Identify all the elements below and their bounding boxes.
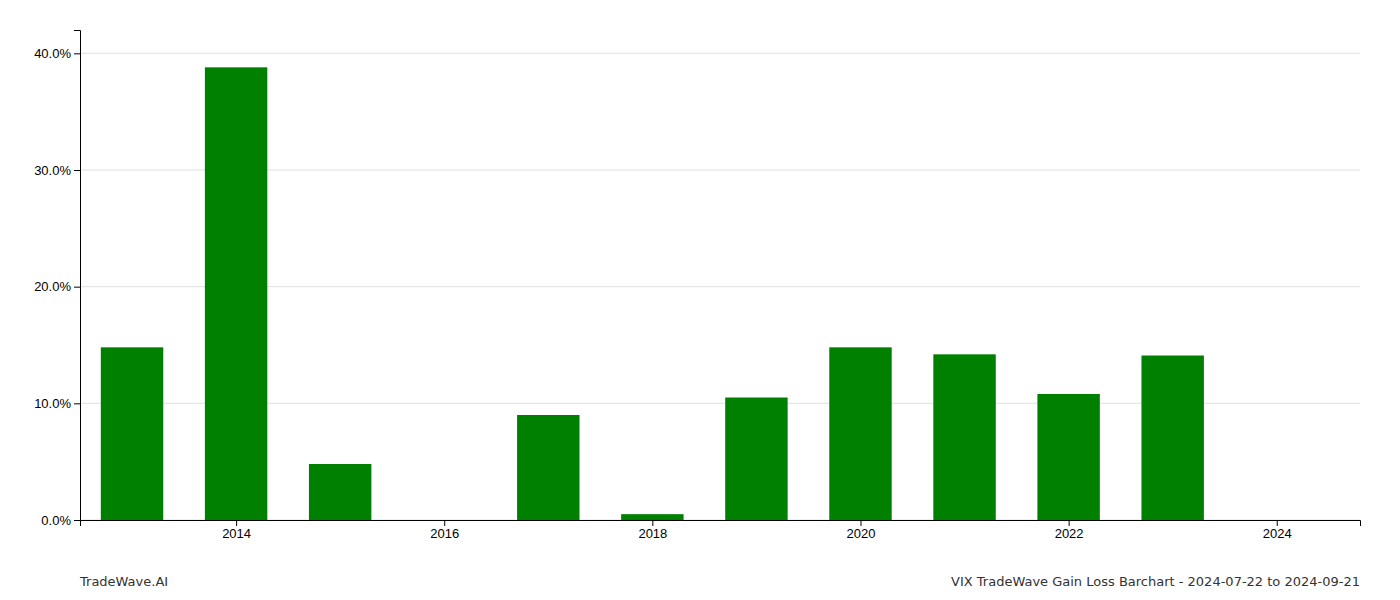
bar [413, 520, 475, 521]
plot: 2014 2016 2018 2020 2022 2024 0.0% 10.0% 20.0% 30… [34, 31, 1360, 542]
x-tick: 2024 [1263, 520, 1292, 541]
y-tick: 0.0% [41, 513, 80, 528]
y-tick-mark [74, 53, 80, 54]
x-tick-mark [236, 520, 237, 526]
y-tick: 20.0% [34, 279, 80, 294]
x-tick-label: 2018 [638, 526, 667, 541]
x-tick-mark [1069, 520, 1070, 526]
y-tick-label: 30.0% [34, 163, 71, 178]
x-axis-line [81, 521, 1361, 527]
chart: 2014 2016 2018 2020 2022 2024 0.0% 10.0% 20.0% 30… [0, 0, 1400, 600]
y-tick-mark [74, 170, 80, 171]
x-tick-label: 2024 [1263, 526, 1292, 541]
x-tick-mark [1277, 520, 1278, 526]
bar [1037, 394, 1099, 520]
bars [101, 67, 1204, 520]
bar [517, 415, 579, 520]
x-tick: 2016 [430, 520, 459, 541]
x-tick: 2014 [222, 520, 251, 541]
x-tick: 2020 [847, 520, 876, 541]
x-tick-mark [860, 520, 861, 526]
y-tick: 40.0% [34, 46, 80, 61]
x-tick-label: 2022 [1055, 526, 1084, 541]
grid-line [80, 170, 1360, 171]
bar [933, 354, 995, 520]
x-tick: 2018 [638, 520, 667, 541]
y-tick-label: 10.0% [34, 396, 71, 411]
y-tick-mark [74, 287, 80, 288]
bar [621, 514, 683, 520]
grid-line [80, 286, 1360, 287]
y-tick-label: 0.0% [41, 513, 71, 528]
bar [205, 67, 267, 520]
x-axis: 2014 2016 2018 2020 2022 2024 [81, 520, 1361, 541]
bar [101, 347, 163, 520]
x-tick-label: 2020 [847, 526, 876, 541]
y-tick-label: 40.0% [34, 46, 71, 61]
y-tick-mark [74, 520, 80, 521]
grid-line [80, 53, 1360, 54]
bar [1246, 520, 1308, 521]
y-axis: 0.0% 10.0% 20.0% 30.0% 40.0% [34, 31, 80, 528]
x-tick: 2022 [1055, 520, 1084, 541]
y-tick-label: 20.0% [34, 279, 71, 294]
x-tick-mark [652, 520, 653, 526]
bar [309, 464, 371, 520]
footer-right: VIX TradeWave Gain Loss Barchart - 2024-… [951, 574, 1360, 589]
footer-left: TradeWave.AI [79, 574, 168, 589]
x-tick-label: 2016 [430, 526, 459, 541]
bar [829, 347, 891, 520]
bar [725, 398, 787, 521]
bar [1141, 356, 1203, 521]
y-tick: 30.0% [34, 163, 80, 178]
y-axis-line [74, 31, 81, 521]
grid [80, 53, 1360, 520]
y-tick: 10.0% [34, 396, 80, 411]
x-tick-mark [444, 520, 445, 526]
y-tick-mark [74, 403, 80, 404]
x-tick-label: 2014 [222, 526, 251, 541]
